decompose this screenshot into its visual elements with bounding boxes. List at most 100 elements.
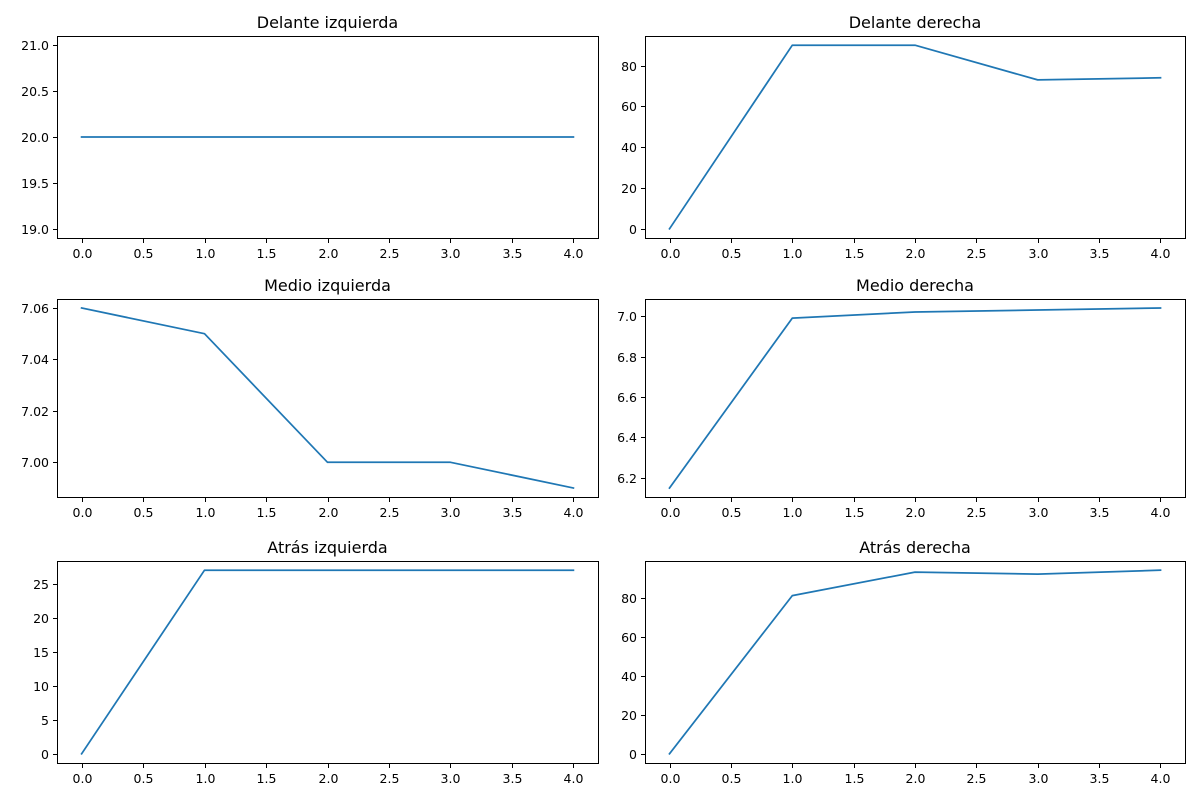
x-tick-label: 1.0 [783, 246, 803, 261]
y-tick-label: 19.0 [21, 222, 49, 237]
x-tick-label: 0.5 [134, 505, 154, 520]
x-tick-label: 0.0 [73, 505, 93, 520]
x-tick-label: 4.0 [564, 771, 584, 786]
x-tick-label: 2.0 [906, 505, 926, 520]
x-tick-label: 2.0 [319, 246, 339, 261]
x-tick-label: 0.0 [661, 246, 681, 261]
series-line [80, 306, 575, 490]
x-tick-label: 0.0 [661, 771, 681, 786]
subplot-title: Atrás izquierda [267, 538, 387, 557]
y-tick-label: 20.0 [21, 130, 49, 145]
x-tick-label: 2.5 [380, 771, 400, 786]
y-tick-label: 0 [41, 747, 49, 762]
series-line [668, 569, 1162, 756]
x-tick-label: 2.0 [906, 246, 926, 261]
x-tick-label: 1.5 [845, 505, 865, 520]
x-tick-label: 1.5 [257, 505, 277, 520]
y-tick-label: 20.5 [21, 84, 49, 99]
x-tick-label: 3.5 [503, 505, 523, 520]
axes-frame [645, 561, 1186, 764]
x-tick-label: 3.5 [1090, 771, 1110, 786]
subplot-title: Medio izquierda [264, 276, 391, 295]
y-tick-label: 6.2 [617, 471, 637, 486]
x-tick-label: 1.0 [196, 246, 216, 261]
x-tick-label: 1.5 [257, 771, 277, 786]
series-line [80, 569, 575, 756]
x-tick-label: 3.5 [503, 246, 523, 261]
y-tick-label: 60 [621, 630, 637, 645]
subplot: Medio izquierda 0.0 0.5 1.0 1.5 2.0 2.5 3.0 3.5 4… [21, 276, 599, 520]
y-tick-label: 0 [629, 222, 637, 237]
y-tick-label: 80 [621, 591, 637, 606]
axes-frame [645, 299, 1186, 498]
x-tick-label: 2.5 [380, 505, 400, 520]
x-tick-label: 0.0 [661, 505, 681, 520]
y-tick-label: 6.6 [617, 390, 637, 405]
y-tick-label: 7.02 [21, 404, 49, 419]
x-tick-label: 4.0 [1151, 246, 1171, 261]
x-tick-label: 0.0 [73, 246, 93, 261]
y-tick-label: 10 [33, 679, 49, 694]
x-tick-label: 3.0 [441, 246, 461, 261]
y-tick-label: 20 [33, 611, 49, 626]
y-tick-label: 6.8 [617, 350, 637, 365]
axes-frame [57, 561, 599, 764]
y-tick-label: 7.0 [617, 309, 637, 324]
series-line [668, 44, 1162, 231]
y-tick-label: 21.0 [21, 38, 49, 53]
x-tick-label: 2.5 [967, 505, 987, 520]
x-tick-label: 1.0 [783, 771, 803, 786]
x-tick-label: 4.0 [564, 505, 584, 520]
y-tick-label: 40 [621, 669, 637, 684]
subplot-title: Delante derecha [849, 13, 982, 32]
subplot: Atrás izquierda 0.0 0.5 1.0 1.5 2.0 2.5 3.0 3.5 4… [33, 538, 599, 786]
x-tick-label: 3.5 [503, 771, 523, 786]
y-tick-label: 5 [41, 713, 49, 728]
y-tick-label: 60 [621, 99, 637, 114]
x-tick-label: 4.0 [564, 246, 584, 261]
y-tick-label: 19.5 [21, 176, 49, 191]
y-tick-label: 20 [621, 181, 637, 196]
x-tick-label: 1.0 [196, 771, 216, 786]
x-tick-label: 0.0 [73, 771, 93, 786]
y-tick-label: 7.04 [21, 352, 49, 367]
y-tick-label: 40 [621, 140, 637, 155]
x-tick-label: 3.0 [1029, 771, 1049, 786]
x-tick-label: 4.0 [1151, 505, 1171, 520]
y-tick-label: 80 [621, 59, 637, 74]
x-tick-label: 1.5 [845, 771, 865, 786]
x-tick-label: 3.0 [441, 505, 461, 520]
x-tick-label: 2.0 [319, 505, 339, 520]
x-tick-label: 1.0 [783, 505, 803, 520]
x-tick-label: 2.0 [319, 771, 339, 786]
x-tick-label: 0.5 [134, 771, 154, 786]
x-tick-label: 2.5 [967, 246, 987, 261]
x-tick-label: 3.5 [1090, 505, 1110, 520]
axes-frame [645, 36, 1186, 239]
y-tick-label: 6.4 [617, 430, 637, 445]
subplot-title: Medio derecha [856, 276, 974, 295]
x-tick-label: 1.0 [196, 505, 216, 520]
x-tick-label: 3.5 [1090, 246, 1110, 261]
y-tick-label: 7.00 [21, 455, 49, 470]
subplot-title: Atrás derecha [859, 538, 971, 557]
x-tick-label: 0.5 [722, 505, 742, 520]
x-tick-label: 0.5 [722, 246, 742, 261]
x-tick-label: 2.5 [967, 771, 987, 786]
subplot: Atrás derecha 0.0 0.5 1.0 1.5 2.0 2.5 3.0 3.5 4.0… [621, 538, 1186, 786]
x-tick-label: 2.5 [380, 246, 400, 261]
y-tick-label: 20 [621, 708, 637, 723]
y-tick-label: 7.06 [21, 301, 49, 316]
x-tick-label: 3.0 [1029, 505, 1049, 520]
y-tick-label: 25 [33, 577, 49, 592]
series-line [668, 307, 1162, 490]
axes-frame [57, 299, 599, 498]
subplot-title: Delante izquierda [257, 13, 398, 32]
x-tick-label: 3.0 [1029, 246, 1049, 261]
x-tick-label: 0.5 [134, 246, 154, 261]
y-tick-label: 15 [33, 645, 49, 660]
subplot: Delante derecha 0.0 0.5 1.0 1.5 2.0 2.5 3.0 3.5 4… [621, 13, 1186, 261]
y-tick-label: 0 [629, 747, 637, 762]
subplot: Delante izquierda 0.0 0.5 1.0 1.5 2.0 2.5 3.0 3.… [21, 13, 599, 261]
x-tick-label: 3.0 [441, 771, 461, 786]
